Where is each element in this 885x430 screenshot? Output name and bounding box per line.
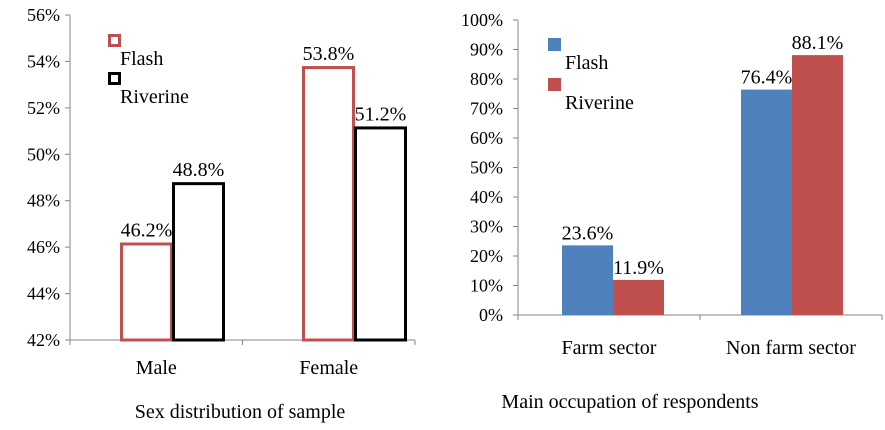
y-tick-label: 40%: [470, 187, 503, 207]
data-label: 53.8%: [303, 43, 355, 65]
x-tick-label: Non farm sector: [726, 337, 856, 359]
bar-riverine: [792, 55, 843, 315]
data-label: 46.2%: [121, 220, 173, 242]
y-tick-label: 48%: [27, 191, 60, 211]
x-tick-label: Female: [299, 357, 358, 379]
data-label: 48.8%: [173, 159, 225, 181]
y-tick-label: 30%: [470, 217, 503, 237]
bar-flash: [120, 242, 173, 342]
bar-flash: [741, 89, 792, 316]
y-tick-label: 20%: [470, 246, 503, 266]
legend-swatch-flash: [108, 34, 121, 47]
bar-riverine: [354, 126, 407, 342]
bar-riverine: [613, 279, 664, 315]
x-tick-label: Farm sector: [562, 337, 657, 359]
data-label: 88.1%: [792, 32, 844, 54]
y-tick-label: 100%: [461, 10, 503, 30]
bar-flash: [302, 66, 355, 342]
bar-flash: [562, 245, 613, 315]
legend-swatch-flash: [548, 38, 561, 51]
occupation-chart: 0% 10% 20% 30% 40% 50% 60% 70% 80% 90% 100% Farm se…: [461, 10, 883, 413]
bar-riverine: [172, 182, 225, 342]
data-label: 76.4%: [741, 67, 793, 89]
y-tick-label: 90%: [470, 40, 503, 60]
legend-label-riverine: Riverine: [565, 92, 634, 114]
y-tick-label: 46%: [27, 237, 60, 257]
y-tick-label: 10%: [470, 276, 503, 296]
y-tick-label: 52%: [27, 98, 60, 118]
y-tick-label: 80%: [470, 69, 503, 89]
legend-swatch-riverine: [108, 72, 121, 85]
y-tick-label: 54%: [27, 51, 60, 71]
data-label: 51.2%: [355, 103, 407, 125]
data-label: 23.6%: [562, 222, 614, 244]
y-tick-label: 70%: [470, 99, 503, 119]
legend-label-flash: Flash: [120, 48, 163, 70]
y-tick-label: 44%: [27, 284, 60, 304]
legend-label-riverine: Riverine: [120, 86, 189, 108]
y-tick-label: 56%: [27, 5, 60, 25]
y-tick-label: 0%: [479, 305, 503, 325]
y-tick-label: 50%: [470, 158, 503, 178]
legend-label-flash: Flash: [565, 52, 608, 74]
y-tick-label: 50%: [27, 144, 60, 164]
x-tick-label: Male: [136, 357, 177, 379]
x-axis-title: Main occupation of respondents: [501, 391, 758, 413]
y-tick-label: 60%: [470, 128, 503, 148]
sex-distribution-chart: 42% 44% 46% 48% 50% 52% 54% 56% Male Female 46.2% 5…: [27, 5, 416, 423]
data-label: 11.9%: [613, 257, 664, 279]
x-axis-title: Sex distribution of sample: [135, 401, 346, 423]
legend-swatch-riverine: [548, 78, 561, 91]
y-tick-label: 42%: [27, 330, 60, 350]
